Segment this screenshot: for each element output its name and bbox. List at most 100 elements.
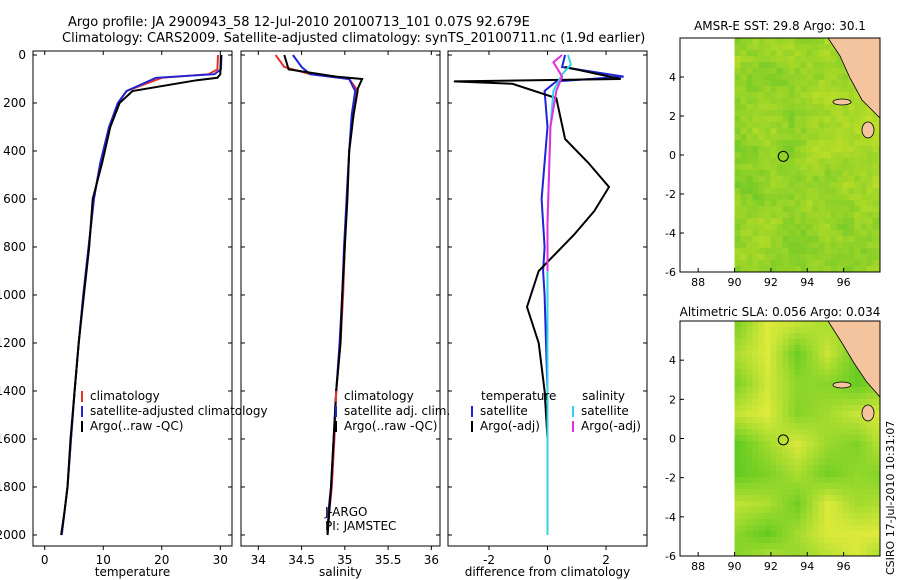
map-cell [806,375,813,382]
map-cell [866,194,873,201]
x-tick-label: 96 [837,276,851,289]
map-cell [806,44,813,51]
map-cell [746,248,753,255]
map-cell [740,453,747,460]
map-cell [776,122,783,129]
map-cell [800,537,807,544]
map-cell [854,519,861,526]
map-cell [806,182,813,189]
map-cell [800,74,807,81]
map-cell [800,507,807,514]
map-cell [830,369,837,376]
map-cell [836,549,843,556]
map-cell [848,387,855,394]
map-cell [782,230,789,237]
map-cell [860,381,867,388]
map-cell [842,218,849,225]
map-cell [830,531,837,538]
map-cell [776,98,783,105]
map-cell [824,266,831,273]
map-cell [824,200,831,207]
y-tick-label: 400 [3,144,26,158]
map-cell [782,218,789,225]
map-cell [830,339,837,346]
map-cell [770,549,777,556]
map-cell [836,254,843,261]
map-cell [866,260,873,267]
map-cell [824,333,831,340]
map-cell [782,447,789,454]
map-cell [818,134,825,141]
series-line-satellite-adj-clim- [292,54,357,536]
map-cell [752,128,759,135]
map-cell [782,483,789,490]
map-cell [866,212,873,219]
map-cell [818,176,825,183]
x-axis-label: difference from climatology [465,565,631,579]
map-cell [854,453,861,460]
map-cell [776,423,783,430]
map-cell [848,459,855,466]
map-cell [872,152,879,159]
map-cell [746,188,753,195]
legend-header-temperature: temperature [481,389,556,403]
map-cell [794,549,801,556]
map-cell [734,471,741,478]
map-cell [746,549,753,556]
map-cell [848,519,855,526]
map-cell [806,260,813,267]
map-cell [818,513,825,520]
map-cell [734,176,741,183]
map-cell [806,128,813,135]
map-cell [788,110,795,117]
map-cell [842,513,849,520]
map-cell [818,549,825,556]
map-cell [830,333,837,340]
map-cell [734,519,741,526]
map-cell [872,513,879,520]
map-cell [848,513,855,520]
map-cell [764,537,771,544]
map-cell [770,188,777,195]
map-cell [782,399,789,406]
map-cell [776,182,783,189]
map-cell [746,357,753,364]
map-cell [782,507,789,514]
map-cell [830,164,837,171]
map-cell [836,56,843,63]
map-cell [794,345,801,352]
map-cell [878,206,881,213]
map-cell [770,453,777,460]
map-cell [872,182,879,189]
map-cell [788,146,795,153]
map-cell [824,327,831,334]
map-cell [836,441,843,448]
series-line-temperature-satellite [540,54,624,535]
map-cell [860,537,867,544]
map-cell [818,417,825,424]
map-cell [746,441,753,448]
map-cell [794,80,801,87]
map-cell [842,483,849,490]
map-cell [848,429,855,436]
map-cell [836,447,843,454]
map-cell [860,453,867,460]
map-cell [794,104,801,111]
map-cell [872,423,879,430]
map-cell [788,206,795,213]
map-cell [878,254,881,261]
map-cell [788,513,795,520]
map-cell [752,471,759,478]
map-cell [788,483,795,490]
map-cell [860,543,867,550]
map-cell [734,363,741,370]
map-cell [746,375,753,382]
map-cell [830,134,837,141]
map-cell [842,266,849,273]
map-cell [866,399,873,406]
legend-label: satellite adj. clim. [344,404,450,418]
map-cell [788,80,795,87]
map-cell [788,188,795,195]
map-cell [848,230,855,237]
map-cell [878,417,881,424]
